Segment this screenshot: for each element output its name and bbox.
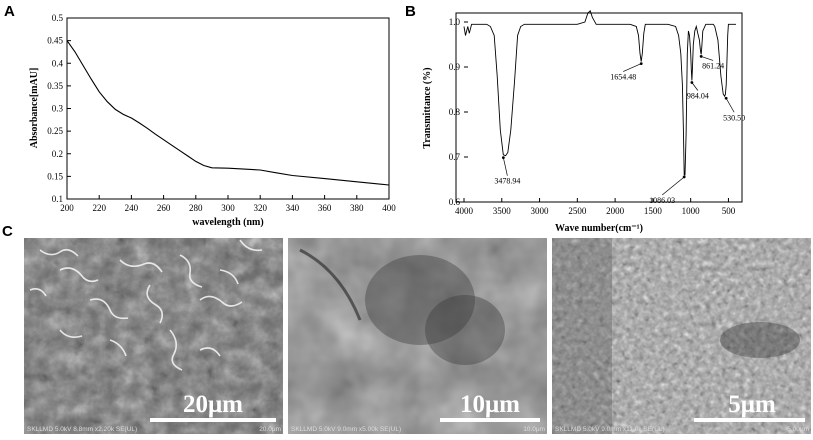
dark-porous-region <box>365 255 475 345</box>
peak-label: 984.04 <box>687 92 709 101</box>
y-tick-label: 1.0 <box>449 17 461 27</box>
peak-arrowhead <box>690 81 694 84</box>
panel-label-a: A <box>4 3 15 20</box>
sem-image-2 <box>288 238 547 434</box>
peak-arrowhead <box>724 96 728 100</box>
x-tick-label: 3500 <box>493 206 512 216</box>
peak-arrow <box>503 157 508 176</box>
sem-bar-text: 10.0μm <box>523 426 545 433</box>
x-tick-label: 280 <box>189 203 203 213</box>
y-tick-label: 0.9 <box>449 62 461 72</box>
y-tick-label: 0.1 <box>52 194 63 204</box>
peak-label: 1086.03 <box>649 196 675 205</box>
peak-label: 3478.94 <box>494 177 520 186</box>
y-tick-label: 0.45 <box>47 36 63 46</box>
sem-overlay-2: 10μm SKLLMD 5.0kV 9.0mm x5.00k SE(UL) 10… <box>291 391 545 433</box>
peak-arrowhead <box>639 62 643 65</box>
y-tick-label: 0.4 <box>52 58 64 68</box>
x-tick-label: 400 <box>382 203 396 213</box>
x-axis-label: wavelength (nm) <box>192 217 263 228</box>
peak-arrow <box>725 98 735 113</box>
sem-bar-text: 5.00μm <box>787 426 809 433</box>
sem-info-text: SKLLMD 5.0kV 9.0mm x5.00k SE(UL) <box>291 426 401 433</box>
transmittance-line <box>463 9 736 176</box>
x-tick-label: 1500 <box>644 206 663 216</box>
scale-bar-label: 5μm <box>728 391 776 418</box>
y-axis-label: Transmittance (%) <box>422 67 433 148</box>
y-tick-label: 0.35 <box>47 81 63 91</box>
plot-frame <box>455 12 743 203</box>
sem-bar-text: 20.0μm <box>259 426 281 433</box>
y-tick-label: 0.7 <box>449 152 461 162</box>
y-tick-label: 0.15 <box>47 171 63 181</box>
ftir-chart: 0.6 0.7 0.8 0.9 1.0 4000 3500 3000 2500 2000 1500… <box>422 9 745 234</box>
y-tick-label: 0.2 <box>52 149 63 159</box>
surface-flake-texture <box>29 239 263 371</box>
y-tick-label: 0.3 <box>52 104 64 114</box>
x-tick-label: 240 <box>125 203 139 213</box>
x-tick-label: 360 <box>318 203 332 213</box>
absorbance-line <box>66 40 390 186</box>
x-tick-label: 300 <box>221 203 235 213</box>
sem-image-1 <box>24 238 283 434</box>
peak-arrowhead <box>501 156 505 160</box>
x-axis-label: Wave number(cm⁻¹) <box>555 223 643 234</box>
sem-overlay-3: 5μm SKLLMD 5.0kV 9.0mm x11.0k SE(UL) 5.0… <box>555 391 809 433</box>
x-tick-label: 220 <box>92 203 106 213</box>
y-axis-label: Absorbance[mAU] <box>29 68 40 149</box>
peak-arrowhead <box>699 55 703 58</box>
sem-image-3 <box>552 238 811 434</box>
y-tick-label: 0.5 <box>52 13 64 23</box>
x-tick-label: 3000 <box>531 206 550 216</box>
y-tick-label: 0.8 <box>449 107 461 117</box>
x-tick-label: 500 <box>722 206 736 216</box>
x-tick-labels: 4000 3500 3000 2500 2000 1500 1000 500 <box>455 198 736 216</box>
scale-bar-label: 20μm <box>183 391 243 418</box>
panel-label-c: C <box>2 223 13 240</box>
panel-label-b: B <box>405 3 416 20</box>
peak-arrow <box>623 63 642 72</box>
peak-arrow <box>701 56 714 61</box>
x-tick-label: 200 <box>60 203 74 213</box>
x-tick-label: 260 <box>157 203 171 213</box>
peak-arrow <box>691 82 699 91</box>
x-tick-label: 340 <box>286 203 300 213</box>
scale-bar-label: 10μm <box>460 391 520 418</box>
peak-annotations: 3478.94 1654.48 1086.03 984.04 861.24 530.50 <box>494 55 745 205</box>
sem-info-text: SKLLMD 5.0kV 8.8mm x2.20k SE(UL) <box>27 426 137 433</box>
x-tick-label: 320 <box>253 203 267 213</box>
x-tick-label: 380 <box>350 203 364 213</box>
x-tick-labels: 200 220 240 260 280 300 320 340 360 380 400 <box>60 195 396 213</box>
x-tick-label: 1000 <box>682 206 701 216</box>
x-tick-label: 2500 <box>568 206 587 216</box>
y-tick-labels: 0.1 0.15 0.2 0.25 0.3 0.35 0.4 0.45 0.5 <box>47 13 71 204</box>
uv-vis-chart: 0.1 0.15 0.2 0.25 0.3 0.35 0.4 0.45 0.5 200 220 24… <box>29 13 396 228</box>
peak-arrowhead <box>682 175 686 179</box>
y-tick-label: 0.25 <box>47 126 63 136</box>
peak-label: 861.24 <box>702 61 724 70</box>
peak-arrow <box>661 176 685 196</box>
sem-info-text: SKLLMD 5.0kV 9.0mm x11.0k SE(UL) <box>555 426 665 433</box>
y-tick-labels: 0.6 0.7 0.8 0.9 1.0 <box>449 17 468 207</box>
peak-label: 1654.48 <box>610 73 636 82</box>
sem-overlay-1: 20μm SKLLMD 5.0kV 8.8mm x2.20k SE(UL) 20… <box>27 391 281 433</box>
x-tick-label: 2000 <box>606 206 625 216</box>
plot-frame <box>66 17 390 200</box>
peak-label: 530.50 <box>723 113 745 122</box>
y-tick-label: 0.6 <box>449 197 461 207</box>
x-tick-label: 4000 <box>455 206 474 216</box>
